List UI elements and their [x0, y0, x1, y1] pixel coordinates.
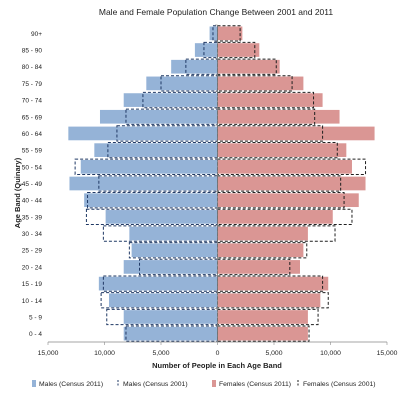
bar-females-census-2011 — [217, 59, 280, 74]
bar-males-census-2011 — [194, 43, 218, 57]
y-tick-label: 60 - 64 — [22, 131, 43, 138]
bar-females-census-2011 — [217, 176, 366, 191]
y-tick-label: 70 - 74 — [22, 98, 43, 105]
bar-females-census-2011 — [217, 326, 308, 341]
bar-outline-females-census-2001 — [217, 125, 324, 142]
y-tick-label: 65 - 69 — [22, 114, 43, 121]
bar-females-census-2011 — [217, 210, 333, 224]
bar-females-census-2011 — [217, 76, 304, 91]
x-tick-label: 5,000 — [152, 350, 169, 357]
bar-males-census-2011 — [146, 76, 218, 91]
y-tick-label: 10 - 14 — [22, 298, 43, 305]
chart-title: Male and Female Population Change Betwee… — [99, 7, 334, 17]
y-tick-label: 5 - 9 — [29, 314, 42, 321]
bar-females-census-2011 — [217, 159, 352, 174]
x-tick-label: 0 — [216, 350, 220, 357]
y-tick-label: 55 - 59 — [22, 148, 43, 155]
bar-outline-males-census-2001 — [125, 108, 218, 125]
x-tick-label: 10,000 — [320, 350, 341, 357]
legend: Males (Census 2011) Males (Census 2001) Fe… — [32, 380, 376, 388]
bar-outline-males-census-2001 — [125, 325, 218, 342]
y-tick-label: 20 - 24 — [22, 264, 43, 271]
y-tick-label: 90+ — [31, 31, 42, 38]
bar-females-census-2011 — [217, 293, 321, 308]
y-tick-label: 80 - 84 — [22, 64, 43, 71]
bar-males-census-2011 — [123, 326, 218, 341]
bar-outline-females-census-2001 — [217, 275, 324, 292]
bar-outline-males-census-2001 — [100, 292, 218, 309]
bar-outline-males-census-2001 — [85, 208, 218, 226]
bar-females-census-2011 — [217, 126, 375, 141]
bar-females-census-2011 — [217, 193, 359, 208]
y-tick-label: 50 - 54 — [22, 164, 43, 171]
bar-females-census-2011 — [217, 43, 260, 57]
bar-outline-males-census-2001 — [160, 75, 218, 92]
bar-males-census-2011 — [131, 243, 218, 258]
legend-label-females-census-2001: Females (Census 2001) — [303, 381, 376, 388]
bar-males-census-2011 — [69, 176, 218, 191]
x-tick-label: 15,000 — [377, 350, 398, 357]
bar-males-census-2011 — [98, 276, 218, 291]
legend-label-males-census-2011: Males (Census 2011) — [39, 381, 103, 388]
bar-females-census-2011 — [217, 26, 243, 41]
x-tick-label: 5,000 — [265, 350, 282, 357]
bar-females-census-2011 — [217, 260, 300, 274]
bar-females-census-2011 — [217, 109, 340, 124]
x-tick-label: 15,000 — [38, 350, 59, 357]
bar-females-census-2011 — [217, 226, 308, 241]
bar-outline-females-census-2001 — [217, 25, 241, 42]
bar-outline-males-census-2001 — [185, 58, 218, 75]
bar-males-census-2011 — [80, 159, 218, 174]
bar-males-census-2011 — [209, 26, 218, 41]
y-axis-title: Age Band (Quinary) — [13, 157, 22, 228]
bar-males-census-2011 — [68, 126, 218, 141]
bar-females-census-2011 — [217, 93, 323, 107]
bar-females-census-2011 — [217, 243, 304, 258]
bar-outline-females-census-2001 — [217, 158, 367, 175]
bar-males-census-2011 — [99, 109, 218, 124]
y-tick-label: 75 - 79 — [22, 81, 43, 88]
bar-females-census-2011 — [217, 310, 308, 324]
bar-males-census-2011 — [94, 143, 218, 157]
y-tick-label: 85 - 90 — [22, 48, 43, 55]
bar-outline-females-census-2001 — [217, 175, 342, 192]
bar-males-census-2011 — [105, 210, 218, 224]
legend-label-males-census-2001: Males (Census 2001) — [123, 381, 188, 388]
y-tick-label: 45 - 49 — [22, 181, 43, 188]
bar-outline-females-census-2001 — [217, 308, 319, 326]
bar-outline-males-census-2001 — [116, 125, 218, 142]
y-tick-label: 15 - 19 — [22, 281, 43, 288]
bar-outline-males-census-2001 — [106, 308, 218, 326]
bar-males-census-2011 — [171, 59, 218, 74]
y-tick-label: 30 - 34 — [22, 231, 43, 238]
x-axis-title: Number of People in Each Age Band — [152, 361, 282, 370]
x-tick-label: 10,000 — [94, 350, 115, 357]
bar-outline-females-census-2001 — [217, 292, 329, 309]
y-tick-label: 25 - 29 — [22, 248, 43, 255]
bar-males-census-2011 — [123, 310, 218, 324]
y-tick-label: 35 - 39 — [22, 214, 43, 221]
plot-area: 0 - 4 5 - 9 10 - 14 15 - 19 20 - 24 25 - 29 30… — [22, 24, 398, 357]
legend-label-females-census-2011: Females (Census 2011) — [219, 381, 291, 388]
bar-males-census-2011 — [123, 93, 218, 107]
bar-males-census-2011 — [84, 193, 218, 208]
bar-males-census-2011 — [129, 226, 218, 241]
bar-males-census-2011 — [123, 260, 218, 274]
bar-females-census-2011 — [217, 276, 329, 291]
y-tick-label: 0 - 4 — [29, 331, 42, 338]
legend-swatch-males-census-2011 — [32, 380, 36, 387]
bar-females-census-2011 — [217, 143, 347, 157]
y-tick-label: 40 - 44 — [22, 198, 43, 205]
legend-swatch-females-census-2011 — [212, 380, 216, 387]
bar-males-census-2011 — [109, 293, 218, 308]
